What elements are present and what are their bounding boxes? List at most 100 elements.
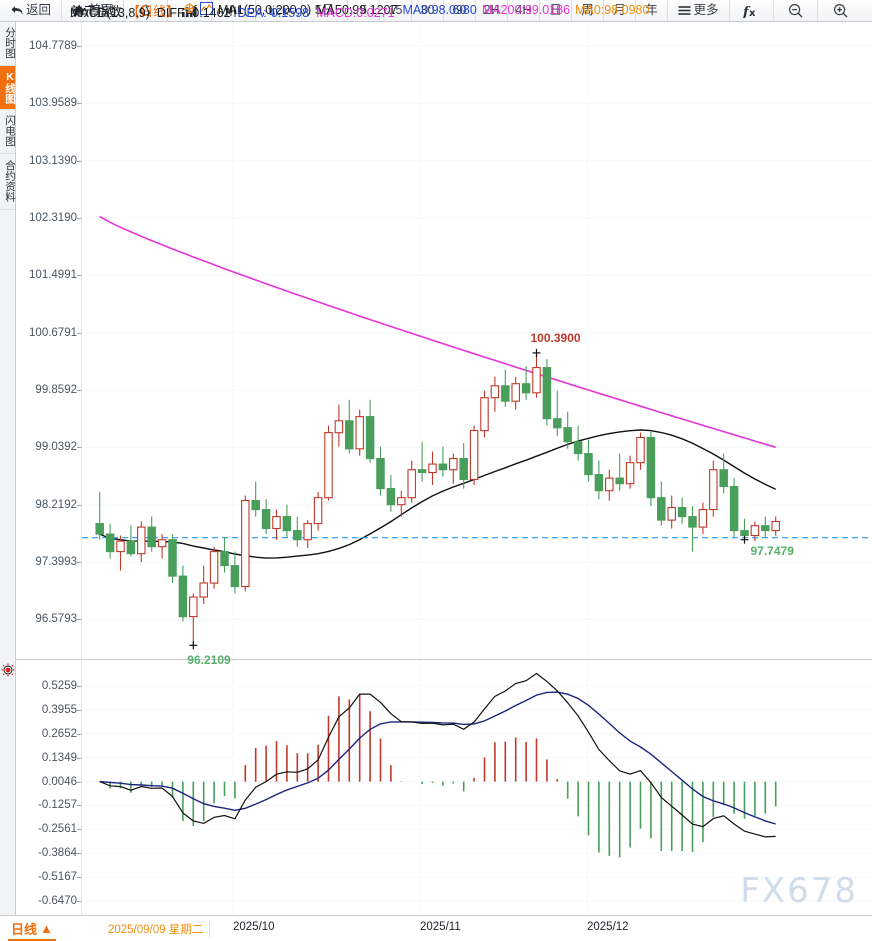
sidebar-item-contract[interactable]: 合约资料 bbox=[0, 154, 16, 210]
price-axis-label: 103.9589 bbox=[29, 97, 77, 110]
period-arrow-icon: ▲ bbox=[40, 921, 53, 936]
sidebar-item-label: 合约资料 bbox=[4, 160, 16, 202]
toolbar-item-indicator[interactable] bbox=[212, 0, 256, 21]
price-axis-label: 101.4991 bbox=[29, 269, 77, 282]
sidebar-item-label: 分时图 bbox=[4, 27, 16, 59]
ma50-value-label: MA0:98.0980 bbox=[402, 3, 477, 17]
sidebar-item-label: K线图 bbox=[4, 70, 16, 104]
sun-settings-icon[interactable] bbox=[1, 663, 15, 682]
toolbar-item-2h[interactable]: 2H bbox=[476, 0, 508, 21]
toolbar-item-back[interactable]: 返回 bbox=[0, 0, 62, 21]
macd-plot[interactable] bbox=[82, 660, 872, 915]
macd-title: MACD(13,8,9) bbox=[70, 6, 150, 20]
price-axis-tick bbox=[77, 619, 81, 621]
toolbar-item-week[interactable]: 周 bbox=[572, 0, 604, 21]
high-price-label: 100.3900 bbox=[530, 330, 581, 345]
symbol-name: 美元指数 bbox=[70, 3, 123, 19]
ma200-value-label: MA0:98.0980 bbox=[575, 3, 650, 17]
price-axis-label: 99.8592 bbox=[35, 384, 77, 397]
symbol-period: 【日线】 bbox=[127, 3, 180, 19]
macd-panel: 0.5259 0.3955 0.2652 0.1349 0.0046 -0.1257 -0.… bbox=[0, 660, 872, 915]
price-axis-tick bbox=[77, 160, 81, 162]
macd-axis-tick bbox=[77, 757, 81, 759]
macd-axis-label: 0.2652 bbox=[41, 727, 77, 740]
toolbar-item-label: tick bbox=[268, 3, 289, 18]
price-plot[interactable] bbox=[82, 22, 872, 659]
toolbar-item-30m[interactable]: 30 bbox=[412, 0, 444, 21]
toolbar-item-refresh[interactable] bbox=[124, 0, 168, 21]
sidebar-item-timeshare[interactable]: 分时图 bbox=[0, 22, 16, 66]
price-axis-label: 100.6791 bbox=[29, 326, 77, 339]
price-panel: 104.7789 103.9589 103.1390 102.3190 101.4991… bbox=[16, 22, 872, 660]
toolbar-item-label: 月 bbox=[613, 3, 626, 18]
toolbar-item-label: 5 bbox=[360, 3, 367, 18]
toolbar-item-label: 60 bbox=[452, 3, 467, 18]
macd-axis-tick bbox=[77, 829, 81, 831]
toolbar-item-tick[interactable]: tick bbox=[256, 0, 302, 21]
toolbar-item-5d[interactable]: 5日 bbox=[302, 0, 348, 21]
macd-axis-tick bbox=[77, 877, 81, 879]
toolbar-item-label: 日 bbox=[549, 3, 562, 18]
cursor-date-label: 2025/09/09 星期二 bbox=[108, 921, 211, 937]
price-axis-tick bbox=[77, 275, 81, 277]
crosshair-icon[interactable] bbox=[184, 3, 196, 17]
macd-axis-label: 0.1349 bbox=[41, 751, 77, 764]
toolbar-item-year[interactable]: 年 bbox=[636, 0, 668, 21]
price-axis-tick bbox=[77, 390, 81, 392]
toolbar-item-zoom-in[interactable] bbox=[818, 0, 862, 21]
toolbar-item-4h[interactable]: 4H bbox=[508, 0, 540, 21]
toolbar-item-zoom-out[interactable] bbox=[774, 0, 818, 21]
toolbar-item-label: 30 bbox=[420, 3, 435, 18]
toolbar-item-home[interactable]: 首页 bbox=[62, 0, 124, 21]
sidebar-item-kline[interactable]: K线图 bbox=[0, 66, 16, 110]
price-axis-tick bbox=[77, 217, 81, 219]
macd-axis-tick bbox=[77, 733, 81, 735]
macd-axis-label: -0.5167 bbox=[37, 871, 77, 884]
toolbar-item-label: 更多 bbox=[693, 3, 719, 18]
macd-axis-tick bbox=[77, 709, 81, 711]
macd-axis-tick bbox=[77, 805, 81, 807]
toolbar-item-day[interactable]: 日 bbox=[540, 0, 572, 21]
watermark: FX678 bbox=[740, 871, 858, 911]
toolbar-item-label: 年 bbox=[645, 3, 658, 18]
zoom-out-icon bbox=[788, 3, 803, 18]
date-tick-2: 2025/12 bbox=[587, 921, 629, 933]
price-axis-label: 102.3190 bbox=[29, 211, 77, 224]
toolbar-item-15m[interactable]: 15 bbox=[380, 0, 412, 21]
ma-indicator-icon[interactable] bbox=[200, 2, 214, 18]
toolbar-item-label: 15 bbox=[388, 3, 403, 18]
toolbar-item-60m[interactable]: 60 bbox=[444, 0, 476, 21]
period-tag[interactable]: 日线 ▲ bbox=[8, 919, 56, 941]
macd-axis-label: 0.3955 bbox=[41, 703, 77, 716]
candlestick-icon bbox=[225, 4, 243, 18]
toolbar-item-more[interactable]: 更多 bbox=[668, 0, 730, 21]
price-axis-label: 103.1390 bbox=[29, 154, 77, 167]
macd-axis: 0.5259 0.3955 0.2652 0.1349 0.0046 -0.1257 -0.… bbox=[16, 660, 82, 915]
macd-axis-label: 0.5259 bbox=[41, 680, 77, 692]
top-toolbar: 返回 首页 tick 5日 5 15 30 60 2H 4H 日 周 月 年 更多 f x bbox=[0, 0, 872, 22]
toolbar-item-month[interactable]: 月 bbox=[604, 0, 636, 21]
low-price-label: 96.2109 bbox=[187, 653, 231, 668]
macd-legend: MACD(13,8,9) DIFF:-0.1462 DEA:-0.1598 MA… bbox=[70, 5, 395, 21]
svg-text:x: x bbox=[749, 8, 756, 18]
macd-axis-tick bbox=[77, 781, 81, 783]
price-legend: 美元指数 【日线】 MA1(50,0,200,0) MA50:99.1207 M… bbox=[70, 1, 649, 19]
sidebar-item-flash[interactable]: 闪电图 bbox=[0, 110, 16, 154]
toolbar-item-5m[interactable]: 5 bbox=[348, 0, 380, 21]
macd-axis-tick bbox=[77, 901, 81, 902]
back-arrow-icon bbox=[10, 4, 24, 17]
macd-value-label: MACD:0.0271 bbox=[316, 6, 395, 20]
price-axis-tick bbox=[77, 45, 81, 47]
refresh-icon bbox=[138, 3, 153, 18]
macd-dea-label: DEA:-0.1598 bbox=[237, 6, 310, 20]
macd-axis-label: -0.2561 bbox=[37, 823, 77, 836]
price-axis-label: 98.2192 bbox=[35, 498, 77, 511]
svg-text:f: f bbox=[743, 5, 751, 18]
price-axis-label: 104.7789 bbox=[29, 39, 77, 52]
macd-diff-label: DIFF:-0.1462 bbox=[156, 6, 231, 20]
macd-axis-label: -0.6470 bbox=[37, 895, 77, 907]
price-axis-label: 96.5793 bbox=[35, 613, 77, 626]
